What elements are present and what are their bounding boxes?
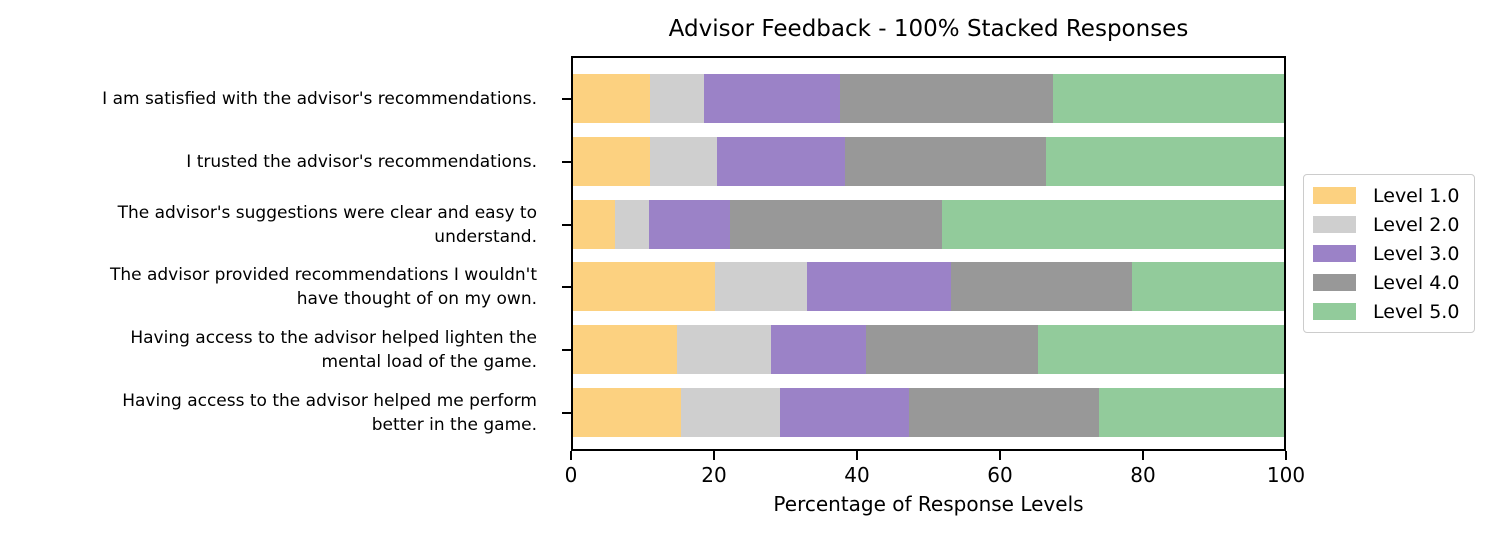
bar-segment-level-5-0 — [1037, 325, 1286, 374]
bar-segment-level-4-0 — [951, 262, 1132, 311]
bar-row — [571, 325, 1286, 374]
bar-segment-level-3-0 — [703, 74, 840, 123]
bar-segment-level-1-0 — [571, 74, 651, 123]
legend-label: Level 3.0 — [1373, 242, 1460, 265]
bar-segment-level-4-0 — [844, 137, 1047, 186]
legend-swatch — [1313, 274, 1356, 291]
left-spine — [571, 56, 573, 451]
bar-segment-level-5-0 — [1131, 262, 1286, 311]
y-tick — [562, 223, 571, 226]
bar-segment-level-3-0 — [771, 325, 867, 374]
x-tick-label: 20 — [701, 463, 727, 487]
bar-segment-level-3-0 — [716, 137, 845, 186]
y-tick — [562, 97, 571, 100]
legend-label: Level 2.0 — [1373, 213, 1460, 236]
bar-segment-level-4-0 — [866, 325, 1038, 374]
legend-label: Level 4.0 — [1373, 271, 1460, 294]
y-tick-label: Having access to the advisor helped ligh… — [130, 327, 537, 372]
y-tick-label: The advisor's suggestions were clear and… — [117, 202, 537, 247]
bar-segment-level-5-0 — [1098, 388, 1286, 437]
bar-segment-level-2-0 — [676, 325, 772, 374]
bar-segment-level-3-0 — [648, 200, 730, 249]
bar-segment-level-4-0 — [909, 388, 1099, 437]
bar-segment-level-3-0 — [779, 388, 910, 437]
x-tick — [1142, 451, 1144, 460]
bar-row — [571, 74, 1286, 123]
legend-swatch — [1313, 245, 1356, 262]
x-tick-label: 40 — [844, 463, 870, 487]
bar-row — [571, 200, 1286, 249]
legend-item: Level 5.0 — [1313, 297, 1474, 326]
x-axis-label: Percentage of Response Levels — [773, 492, 1084, 516]
x-tick-label: 60 — [987, 463, 1013, 487]
bar-segment-level-2-0 — [649, 137, 717, 186]
x-tick-label: 0 — [564, 463, 578, 487]
bar-segment-level-2-0 — [615, 200, 649, 249]
x-tick-label: 80 — [1130, 463, 1156, 487]
bar-segment-level-2-0 — [715, 262, 807, 311]
x-tick — [713, 451, 715, 460]
legend-item: Level 2.0 — [1313, 210, 1474, 239]
x-tick — [570, 451, 572, 460]
bar-segment-level-4-0 — [839, 74, 1053, 123]
bar-segment-level-5-0 — [1046, 137, 1286, 186]
top-spine — [571, 56, 1286, 58]
bar-segment-level-3-0 — [806, 262, 952, 311]
legend: Level 1.0 Level 2.0 Level 3.0 Level 4.0 Leve… — [1303, 174, 1475, 333]
y-tick — [562, 411, 571, 414]
bar-segment-level-5-0 — [1052, 74, 1286, 123]
bar-segment-level-1-0 — [571, 325, 677, 374]
legend-swatch — [1313, 216, 1356, 233]
legend-item: Level 4.0 — [1313, 268, 1474, 297]
right-spine — [1284, 56, 1286, 451]
y-tick — [562, 285, 571, 288]
bar-row — [571, 262, 1286, 311]
bar-segment-level-4-0 — [729, 200, 943, 249]
x-tick-label: 100 — [1266, 463, 1306, 487]
y-tick — [562, 348, 571, 351]
y-tick-label: The advisor provided recommendations I w… — [109, 264, 537, 309]
plot-area: 0 20 40 60 80 100 — [562, 56, 1305, 487]
legend-label: Level 1.0 — [1373, 184, 1460, 207]
bar-segment-level-1-0 — [571, 137, 650, 186]
bottom-spine — [571, 449, 1286, 451]
bar-row — [571, 388, 1286, 437]
x-tick — [999, 451, 1001, 460]
bar-segment-level-1-0 — [571, 388, 682, 437]
x-tick — [1285, 451, 1287, 460]
bar-segment-level-1-0 — [571, 200, 616, 249]
bar-segment-level-2-0 — [681, 388, 780, 437]
legend-swatch — [1313, 303, 1356, 320]
y-tick — [562, 160, 571, 163]
chart-title: Advisor Feedback - 100% Stacked Response… — [668, 16, 1189, 42]
legend-label: Level 5.0 — [1373, 300, 1460, 323]
bar-segment-level-2-0 — [650, 74, 704, 123]
y-tick-label: I am satisfied with the advisor's recomm… — [102, 88, 537, 109]
y-tick-label: Having access to the advisor helped me p… — [122, 390, 537, 435]
x-tick — [856, 451, 858, 460]
legend-swatch — [1313, 187, 1356, 204]
bar-segment-level-5-0 — [942, 200, 1286, 249]
legend-item: Level 3.0 — [1313, 239, 1474, 268]
bar-segment-level-1-0 — [571, 262, 716, 311]
y-tick-label: I trusted the advisor's recommendations. — [186, 151, 537, 172]
bar-row — [571, 137, 1286, 186]
legend-item: Level 1.0 — [1313, 181, 1474, 210]
